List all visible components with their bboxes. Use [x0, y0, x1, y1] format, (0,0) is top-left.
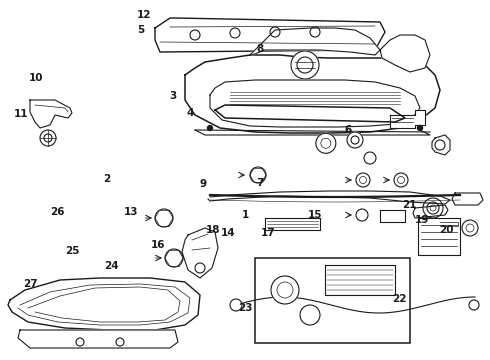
Polygon shape — [215, 105, 405, 122]
Circle shape — [423, 198, 443, 218]
Polygon shape — [182, 228, 218, 278]
Polygon shape — [30, 100, 72, 128]
Circle shape — [155, 209, 173, 227]
Text: 25: 25 — [65, 246, 80, 256]
Polygon shape — [325, 265, 395, 295]
Text: 3: 3 — [169, 91, 176, 102]
Circle shape — [462, 220, 478, 236]
Text: 17: 17 — [261, 228, 276, 238]
Text: 13: 13 — [124, 207, 139, 217]
Circle shape — [356, 209, 368, 221]
Text: 16: 16 — [150, 240, 165, 250]
Text: 1: 1 — [242, 210, 248, 220]
Polygon shape — [418, 218, 460, 255]
Text: 26: 26 — [50, 207, 65, 217]
Text: 6: 6 — [344, 125, 351, 135]
Text: 21: 21 — [402, 200, 416, 210]
Circle shape — [469, 300, 479, 310]
Polygon shape — [18, 330, 178, 348]
Circle shape — [291, 51, 319, 79]
Circle shape — [300, 305, 320, 325]
Text: 19: 19 — [415, 215, 430, 225]
Text: 4: 4 — [186, 108, 194, 118]
Circle shape — [270, 27, 280, 37]
Polygon shape — [452, 193, 483, 205]
Polygon shape — [380, 210, 405, 222]
Text: 27: 27 — [23, 279, 38, 289]
Polygon shape — [380, 35, 430, 72]
Polygon shape — [8, 278, 200, 330]
Text: 24: 24 — [104, 261, 119, 271]
Circle shape — [207, 126, 213, 130]
Text: 14: 14 — [220, 228, 235, 238]
Polygon shape — [155, 18, 385, 52]
Circle shape — [394, 173, 408, 187]
Circle shape — [417, 126, 422, 130]
Circle shape — [190, 30, 200, 40]
Circle shape — [230, 299, 242, 311]
Text: 18: 18 — [206, 225, 220, 235]
Polygon shape — [390, 110, 425, 128]
Circle shape — [40, 130, 56, 146]
Text: 22: 22 — [392, 294, 407, 304]
Polygon shape — [185, 55, 440, 133]
Circle shape — [316, 133, 336, 153]
Circle shape — [165, 249, 183, 267]
Text: 11: 11 — [14, 109, 28, 119]
Polygon shape — [413, 205, 448, 218]
Circle shape — [271, 276, 299, 304]
Text: 12: 12 — [137, 10, 152, 20]
Circle shape — [250, 167, 266, 183]
Circle shape — [356, 173, 370, 187]
Polygon shape — [208, 191, 450, 204]
Text: 20: 20 — [439, 225, 453, 235]
Text: 7: 7 — [256, 178, 264, 188]
Circle shape — [364, 152, 376, 164]
Polygon shape — [432, 135, 450, 155]
Circle shape — [347, 132, 363, 148]
Text: 15: 15 — [308, 210, 322, 220]
Text: 9: 9 — [200, 179, 207, 189]
Polygon shape — [250, 28, 380, 55]
Text: 8: 8 — [256, 44, 263, 54]
Circle shape — [230, 28, 240, 38]
Circle shape — [310, 27, 320, 37]
Text: 2: 2 — [103, 174, 110, 184]
Text: 10: 10 — [28, 73, 43, 84]
Polygon shape — [210, 80, 420, 127]
Text: 5: 5 — [138, 24, 145, 35]
FancyBboxPatch shape — [255, 258, 410, 343]
Polygon shape — [265, 218, 320, 230]
Text: 23: 23 — [238, 303, 252, 313]
